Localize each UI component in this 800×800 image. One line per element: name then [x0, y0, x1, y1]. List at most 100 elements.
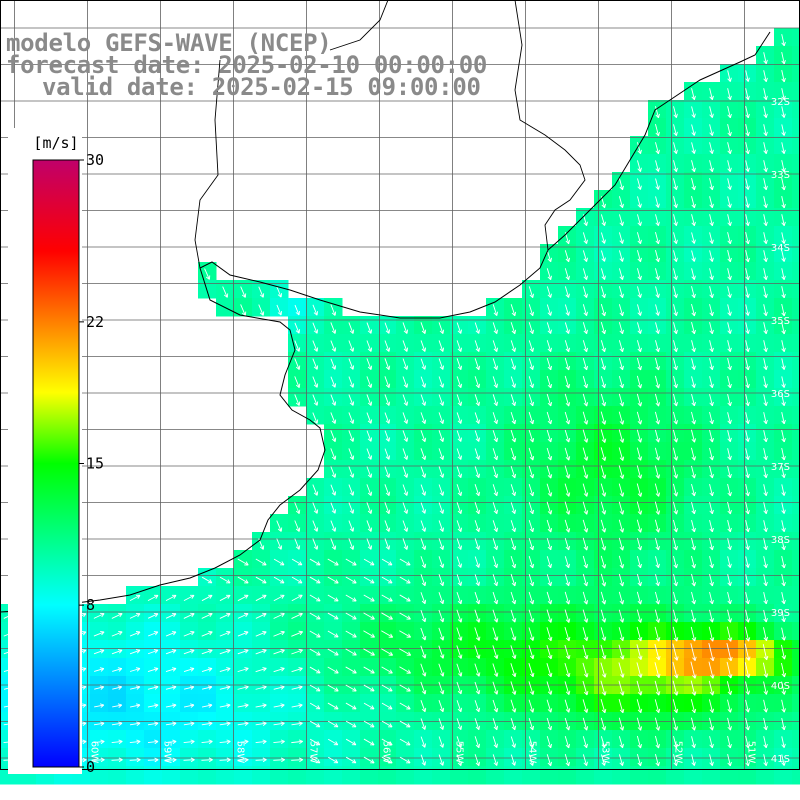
- wind-cell: [576, 226, 595, 245]
- wind-arrow: [291, 703, 303, 708]
- wind-cell: [738, 766, 757, 785]
- wind-arrow: [781, 662, 787, 678]
- wind-arrow: [673, 340, 678, 353]
- wind-cell: [738, 82, 757, 101]
- wind-arrow: [618, 286, 624, 299]
- wind-cell: [648, 622, 667, 641]
- wind-arrow: [636, 609, 643, 623]
- wind-arrow: [93, 739, 105, 745]
- wind-cell: [720, 82, 739, 101]
- wind-cell: [684, 406, 703, 425]
- wind-cell: [468, 694, 487, 713]
- wind-cell: [792, 352, 800, 371]
- wind-arrow: [456, 538, 463, 550]
- wind-cell: [486, 658, 505, 677]
- wind-cell: [738, 334, 757, 353]
- wind-cell: [144, 622, 163, 641]
- wind-cell: [792, 334, 800, 353]
- wind-arrow: [255, 630, 267, 637]
- wind-cell: [306, 694, 325, 713]
- wind-cell: [468, 658, 487, 677]
- wind-arrow: [276, 520, 283, 532]
- wind-arrow: [456, 466, 463, 478]
- wind-arrow: [745, 106, 750, 119]
- wind-arrow: [330, 340, 337, 352]
- wind-cell: [612, 568, 631, 587]
- wind-cell: [504, 298, 523, 317]
- wind-arrow: [402, 448, 409, 460]
- wind-arrow: [582, 754, 588, 766]
- wind-cell: [684, 100, 703, 119]
- wind-cell: [666, 352, 685, 371]
- wind-arrow: [582, 232, 588, 244]
- wind-cell: [540, 478, 559, 497]
- wind-cell: [702, 730, 721, 749]
- wind-arrow: [564, 429, 571, 443]
- wind-arrow: [345, 720, 357, 728]
- wind-cell: [684, 226, 703, 245]
- wind-arrow: [727, 501, 732, 515]
- wind-arrow: [709, 340, 714, 353]
- wind-arrow: [402, 322, 409, 334]
- wind-cell: [540, 262, 559, 281]
- wind-cell: [648, 208, 667, 227]
- wind-cell: [342, 478, 361, 497]
- wind-cell: [738, 532, 757, 551]
- wind-arrow: [763, 412, 768, 425]
- wind-arrow: [438, 358, 445, 370]
- wind-cell: [414, 478, 433, 497]
- wind-cell: [792, 316, 800, 335]
- wind-cell: [558, 226, 577, 245]
- wind-cell: [738, 658, 757, 677]
- wind-arrow: [763, 717, 768, 731]
- wind-arrow: [600, 699, 607, 714]
- wind-arrow: [528, 502, 535, 515]
- wind-arrow: [763, 322, 768, 335]
- wind-arrow: [399, 720, 411, 728]
- wind-arrow: [763, 358, 768, 371]
- wind-cell: [432, 730, 451, 749]
- wind-cell: [648, 388, 667, 407]
- wind-arrow: [456, 663, 463, 677]
- wind-cell: [738, 136, 757, 155]
- wind-arrow: [474, 609, 481, 623]
- wind-arrow: [129, 631, 141, 637]
- wind-arrow: [781, 681, 786, 695]
- wind-cell: [558, 586, 577, 605]
- wind-cell: [396, 460, 415, 479]
- wind-arrow: [273, 703, 285, 708]
- wind-arrow: [345, 594, 357, 602]
- wind-cell: [144, 730, 163, 749]
- wind-cell: [684, 334, 703, 353]
- wind-cell: [594, 658, 613, 677]
- wind-cell: [558, 514, 577, 533]
- wind-cell: [414, 532, 433, 551]
- wind-cell: [522, 496, 541, 515]
- wind-arrow: [528, 573, 535, 587]
- wind-arrow: [708, 680, 715, 696]
- wind-arrow: [546, 717, 553, 731]
- wind-cell: [144, 640, 163, 659]
- wind-cell: [756, 532, 775, 551]
- wind-arrow: [474, 556, 480, 568]
- lon-label: 57W: [308, 741, 319, 764]
- wind-cell: [432, 478, 451, 497]
- wind-arrow: [673, 232, 678, 244]
- wind-cell: [612, 730, 631, 749]
- wind-arrow: [273, 685, 285, 690]
- wind-cell: [558, 496, 577, 515]
- wind-arrow: [582, 699, 589, 713]
- wind-arrow: [474, 736, 481, 749]
- wind-cell: [756, 766, 775, 785]
- wind-arrow: [637, 160, 642, 172]
- wind-arrow: [438, 430, 445, 443]
- wind-cell: [648, 514, 667, 533]
- wind-arrow: [366, 502, 373, 514]
- wind-cell: [468, 316, 487, 335]
- wind-cell: [648, 532, 667, 551]
- wind-arrow: [492, 394, 499, 407]
- wind-arrow: [745, 574, 750, 586]
- wind-cell: [630, 406, 649, 425]
- wind-arrow: [709, 447, 714, 461]
- wind-cell: [126, 766, 145, 785]
